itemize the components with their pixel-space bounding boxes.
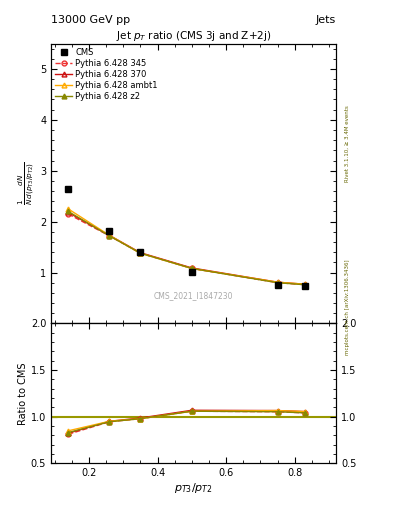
Text: Jets: Jets (316, 14, 336, 25)
Pythia 6.428 370 (138, 250, 143, 256)
CMS (107, 228, 112, 234)
X-axis label: $p_{T3}/p_{T2}$: $p_{T3}/p_{T2}$ (174, 481, 213, 495)
Pythia 6.428 z2 (189, 265, 194, 271)
Y-axis label: $\frac{1}{N}\frac{dN}{d(p_{T3}/p_{T2})}$: $\frac{1}{N}\frac{dN}{d(p_{T3}/p_{T2})}$ (17, 162, 37, 205)
Pythia 6.428 370 (107, 232, 112, 239)
Pythia 6.428 370 (66, 209, 71, 216)
Line: CMS: CMS (65, 185, 309, 290)
Pythia 6.428 370 (275, 279, 280, 285)
Pythia 6.428 ambt1 (189, 265, 194, 271)
CMS (275, 282, 280, 288)
Text: 13000 GeV pp: 13000 GeV pp (51, 14, 130, 25)
CMS (189, 268, 194, 274)
CMS (303, 283, 307, 289)
Text: mcplots.cern.ch [arXiv:1306.3436]: mcplots.cern.ch [arXiv:1306.3436] (345, 260, 350, 355)
Line: Pythia 6.428 ambt1: Pythia 6.428 ambt1 (66, 206, 308, 287)
Y-axis label: Ratio to CMS: Ratio to CMS (18, 362, 28, 424)
Title: Jet $p_T$ ratio (CMS 3j and Z+2j): Jet $p_T$ ratio (CMS 3j and Z+2j) (116, 29, 271, 44)
Pythia 6.428 z2 (66, 208, 71, 215)
Pythia 6.428 345 (138, 250, 143, 257)
Text: Rivet 3.1.10, ≥ 3.4M events: Rivet 3.1.10, ≥ 3.4M events (345, 105, 350, 182)
Pythia 6.428 ambt1 (303, 281, 307, 287)
Pythia 6.428 ambt1 (275, 279, 280, 285)
Pythia 6.428 ambt1 (138, 250, 143, 257)
Pythia 6.428 345 (107, 233, 112, 239)
Line: Pythia 6.428 345: Pythia 6.428 345 (66, 211, 308, 287)
Pythia 6.428 z2 (275, 280, 280, 286)
Pythia 6.428 z2 (107, 233, 112, 239)
Text: CMS_2021_I1847230: CMS_2021_I1847230 (154, 291, 233, 300)
Pythia 6.428 ambt1 (66, 206, 71, 212)
Pythia 6.428 370 (303, 281, 307, 287)
Line: Pythia 6.428 z2: Pythia 6.428 z2 (66, 209, 308, 287)
Pythia 6.428 345 (66, 211, 71, 217)
Pythia 6.428 345 (303, 282, 307, 288)
Pythia 6.428 370 (189, 265, 194, 271)
Pythia 6.428 ambt1 (107, 232, 112, 239)
CMS (66, 185, 71, 191)
CMS (138, 249, 143, 255)
Legend: CMS, Pythia 6.428 345, Pythia 6.428 370, Pythia 6.428 ambt1, Pythia 6.428 z2: CMS, Pythia 6.428 345, Pythia 6.428 370,… (53, 46, 160, 103)
Line: Pythia 6.428 370: Pythia 6.428 370 (66, 210, 308, 287)
Pythia 6.428 z2 (138, 250, 143, 257)
Pythia 6.428 z2 (303, 282, 307, 288)
Pythia 6.428 345 (189, 265, 194, 271)
Pythia 6.428 345 (275, 280, 280, 286)
